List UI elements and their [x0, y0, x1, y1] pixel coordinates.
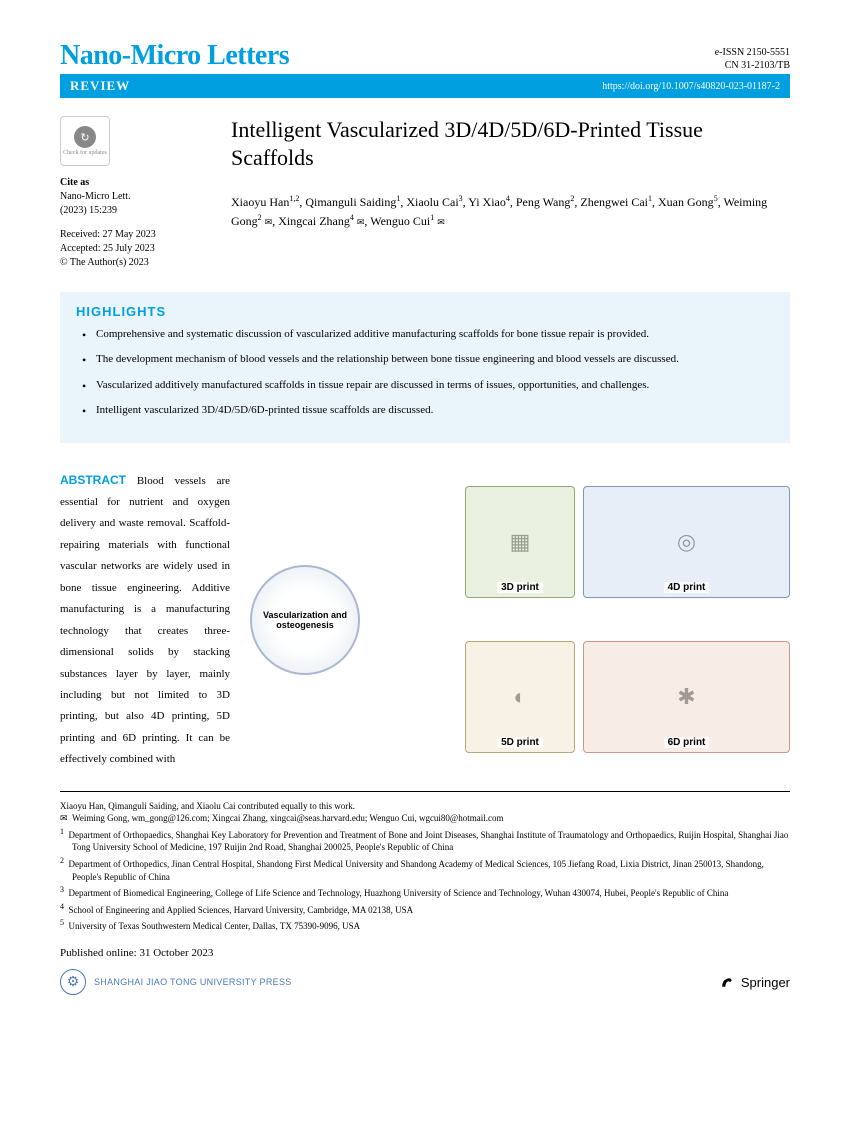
meta-right: Intelligent Vascularized 3D/4D/5D/6D-Pri… [231, 116, 790, 270]
highlights-title: HIGHLIGHTS [76, 304, 774, 319]
updates-text: Check for updates [63, 150, 107, 156]
check-updates-badge[interactable]: ↻ Check for updates [60, 116, 110, 166]
affiliation: 5 University of Texas Southwestern Medic… [60, 917, 790, 933]
footer: ⚙ SHANGHAI JIAO TONG UNIVERSITY PRESS Sp… [60, 969, 790, 995]
grid-icon: ▦ [510, 529, 531, 555]
highlight-item: Intelligent vascularized 3D/4D/5D/6D-pri… [82, 403, 774, 418]
divider [60, 791, 790, 792]
equal-contribution: Xiaoyu Han, Qimanguli Saiding, and Xiaol… [60, 800, 790, 813]
accepted-date: Accepted: 25 July 2023 [60, 242, 205, 256]
metadata-row: ↻ Check for updates Cite as Nano-Micro L… [60, 116, 790, 270]
cite-journal: Nano-Micro Lett. [60, 190, 205, 204]
dome-icon: ◐ [513, 684, 526, 710]
updates-icon: ↻ [74, 126, 96, 148]
springer-block: Springer [719, 974, 790, 990]
time-icon: ◎ [677, 529, 696, 555]
panel-5d-label: 5D print [497, 737, 543, 748]
published-date: Published online: 31 October 2023 [60, 947, 790, 959]
panel-5d: ◐ 5D print [465, 641, 575, 753]
cite-label: Cite as [60, 176, 205, 190]
abstract-row: ABSTRACT Blood vessels are essential for… [60, 469, 790, 771]
eissn: e-ISSN 2150-5551 [715, 46, 790, 59]
panel-4d-label: 4D print [664, 582, 710, 593]
section-label: REVIEW [70, 78, 130, 94]
springer-horse-icon [719, 974, 735, 990]
journal-name: Nano-Micro Letters [60, 40, 289, 72]
article-title: Intelligent Vascularized 3D/4D/5D/6D-Pri… [231, 116, 790, 171]
abstract-body: Blood vessels are essential for nutrient… [60, 475, 230, 766]
press-logo-icon: ⚙ [60, 969, 86, 995]
affiliation: 2 Department of Orthopedics, Jinan Centr… [60, 855, 790, 883]
springer-name: Springer [741, 975, 790, 990]
highlight-item: Vascularized additively manufactured sca… [82, 378, 774, 393]
highlights-list: Comprehensive and systematic discussion … [76, 327, 774, 419]
affiliation: 3 Department of Biomedical Engineering, … [60, 884, 790, 900]
cn-number: CN 31-2103/TB [715, 59, 790, 72]
press-name: SHANGHAI JIAO TONG UNIVERSITY PRESS [94, 977, 292, 987]
meta-left: ↻ Check for updates Cite as Nano-Micro L… [60, 116, 205, 270]
highlight-item: Comprehensive and systematic discussion … [82, 327, 774, 342]
footnotes: Xiaoyu Han, Qimanguli Saiding, and Xiaol… [60, 800, 790, 933]
abstract-label: ABSTRACT [60, 473, 126, 487]
graphical-abstract: ▦ 3D print Vascularization and osteogene… [250, 469, 790, 771]
clock-icon: ✱ [677, 684, 695, 710]
affiliation: 4 School of Engineering and Applied Scie… [60, 901, 790, 917]
doi-link[interactable]: https://doi.org/10.1007/s40820-023-01187… [602, 81, 780, 92]
panel-4d: ◎ 4D print [583, 486, 790, 598]
copyright: © The Author(s) 2023 [60, 256, 205, 270]
panel-6d-label: 6D print [664, 737, 710, 748]
corresponding-authors: ✉ Weiming Gong, wm_gong@126.com; Xingcai… [60, 812, 790, 825]
received-date: Received: 27 May 2023 [60, 228, 205, 242]
citation-block: Cite as Nano-Micro Lett. (2023) 15:239 R… [60, 176, 205, 270]
authors-list: Xiaoyu Han1,2, Qimanguli Saiding1, Xiaol… [231, 193, 790, 231]
center-circle: Vascularization and osteogenesis [250, 565, 360, 675]
section-bar: REVIEW https://doi.org/10.1007/s40820-02… [60, 74, 790, 98]
journal-ids: e-ISSN 2150-5551 CN 31-2103/TB [715, 46, 790, 72]
panel-3d: ▦ 3D print [465, 486, 575, 598]
abstract-text: ABSTRACT Blood vessels are essential for… [60, 469, 230, 771]
panel-6d: ✱ 6D print [583, 641, 790, 753]
highlights-box: HIGHLIGHTS Comprehensive and systematic … [60, 292, 790, 443]
panel-3d-label: 3D print [497, 582, 543, 593]
highlight-item: The development mechanism of blood vesse… [82, 352, 774, 367]
affiliation: 1 Department of Orthopaedics, Shanghai K… [60, 826, 790, 854]
press-block: ⚙ SHANGHAI JIAO TONG UNIVERSITY PRESS [60, 969, 292, 995]
header: Nano-Micro Letters e-ISSN 2150-5551 CN 3… [60, 40, 790, 72]
cite-ref: (2023) 15:239 [60, 204, 205, 218]
